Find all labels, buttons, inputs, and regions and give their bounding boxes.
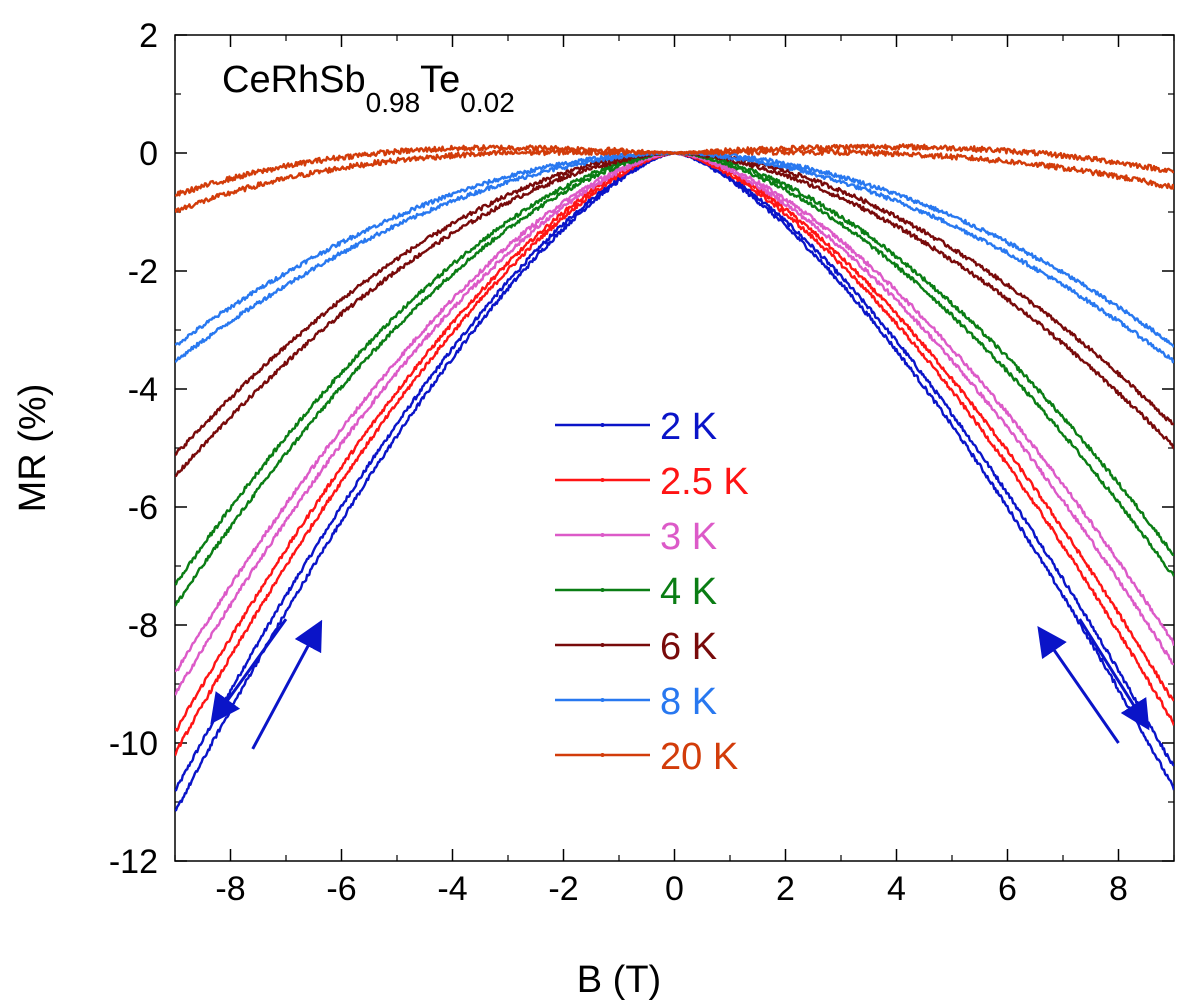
- legend-label: 8 K: [660, 681, 717, 723]
- legend-label: 2.5 K: [660, 461, 749, 503]
- y-tick-label: -6: [128, 489, 158, 527]
- title-base: CeRhSb: [222, 59, 366, 101]
- x-tick-label: -4: [437, 870, 467, 908]
- y-axis-label: MR (%): [12, 384, 54, 513]
- x-tick-label: 6: [998, 870, 1017, 908]
- x-tick-label: 0: [665, 870, 684, 908]
- legend-marker: [600, 478, 605, 482]
- x-axis-label: B (T): [577, 959, 661, 1001]
- series-line-8-K-sweep-1: [175, 151, 1174, 364]
- sweep-arrow-left-down: [210, 618, 288, 725]
- title-sub2: 0.02: [460, 87, 515, 118]
- legend-marker: [600, 643, 605, 647]
- sweep-arrow-right-up: [1037, 625, 1120, 744]
- legend-label: 4 K: [660, 571, 717, 613]
- series-group: [175, 143, 1174, 812]
- legend-item-4-K: 4 K: [555, 571, 717, 613]
- legend-marker: [600, 753, 605, 757]
- legend-item-2_5-K: 2.5 K: [555, 461, 749, 503]
- sweep-arrows: [210, 618, 1150, 750]
- legend-marker: [600, 588, 605, 592]
- x-tick-label: 4: [887, 870, 906, 908]
- x-tick-label: 2: [776, 870, 795, 908]
- y-tick-label: -2: [128, 253, 158, 291]
- y-tick-label: -8: [128, 607, 158, 645]
- series-line-8-K-sweep-0: [175, 151, 1174, 348]
- legend-item-3-K: 3 K: [555, 516, 717, 558]
- x-tick-label: -8: [215, 870, 245, 908]
- x-tick-label: -6: [326, 870, 356, 908]
- legend-item-20-K: 20 K: [555, 736, 738, 778]
- axis-tick-labels: -8 -6 -4 -2 0 2 4 6 8 2 0 -2 -4 -6 -8 -10 -12: [109, 17, 1128, 908]
- legend-marker: [600, 698, 605, 702]
- legend-label: 3 K: [660, 516, 717, 558]
- title-sub1: 0.98: [366, 87, 421, 118]
- legend-label: 6 K: [660, 626, 717, 668]
- y-tick-label: -10: [109, 725, 158, 763]
- series-line-20-K-sweep-1: [175, 148, 1174, 214]
- legend-item-8-K: 8 K: [555, 681, 717, 723]
- sweep-arrow-right-down: [1078, 618, 1150, 731]
- series-8-K: [175, 151, 1174, 364]
- x-tick-label: 8: [1109, 870, 1128, 908]
- legend-marker: [600, 533, 605, 537]
- title-mid: Te: [420, 59, 460, 101]
- legend-item-2-K: 2 K: [555, 406, 717, 448]
- legend: 2 K 2.5 K 3 K 4 K 6 K 8 K 20 K: [555, 406, 749, 778]
- x-tick-label: -2: [548, 870, 578, 908]
- legend-item-6-K: 6 K: [555, 626, 717, 668]
- series-20-K: [175, 143, 1174, 214]
- sweep-arrow-left-up: [251, 619, 323, 750]
- y-tick-label: -12: [109, 843, 158, 881]
- legend-label: 2 K: [660, 406, 717, 448]
- legend-label: 20 K: [660, 736, 738, 778]
- y-tick-label: 2: [139, 17, 158, 55]
- axis-ticks: [174, 34, 1175, 862]
- y-tick-label: -4: [128, 371, 158, 409]
- legend-marker: [600, 423, 605, 427]
- y-tick-label: 0: [139, 135, 158, 173]
- sample-formula-title: CeRhSb0.98Te0.02: [222, 59, 515, 118]
